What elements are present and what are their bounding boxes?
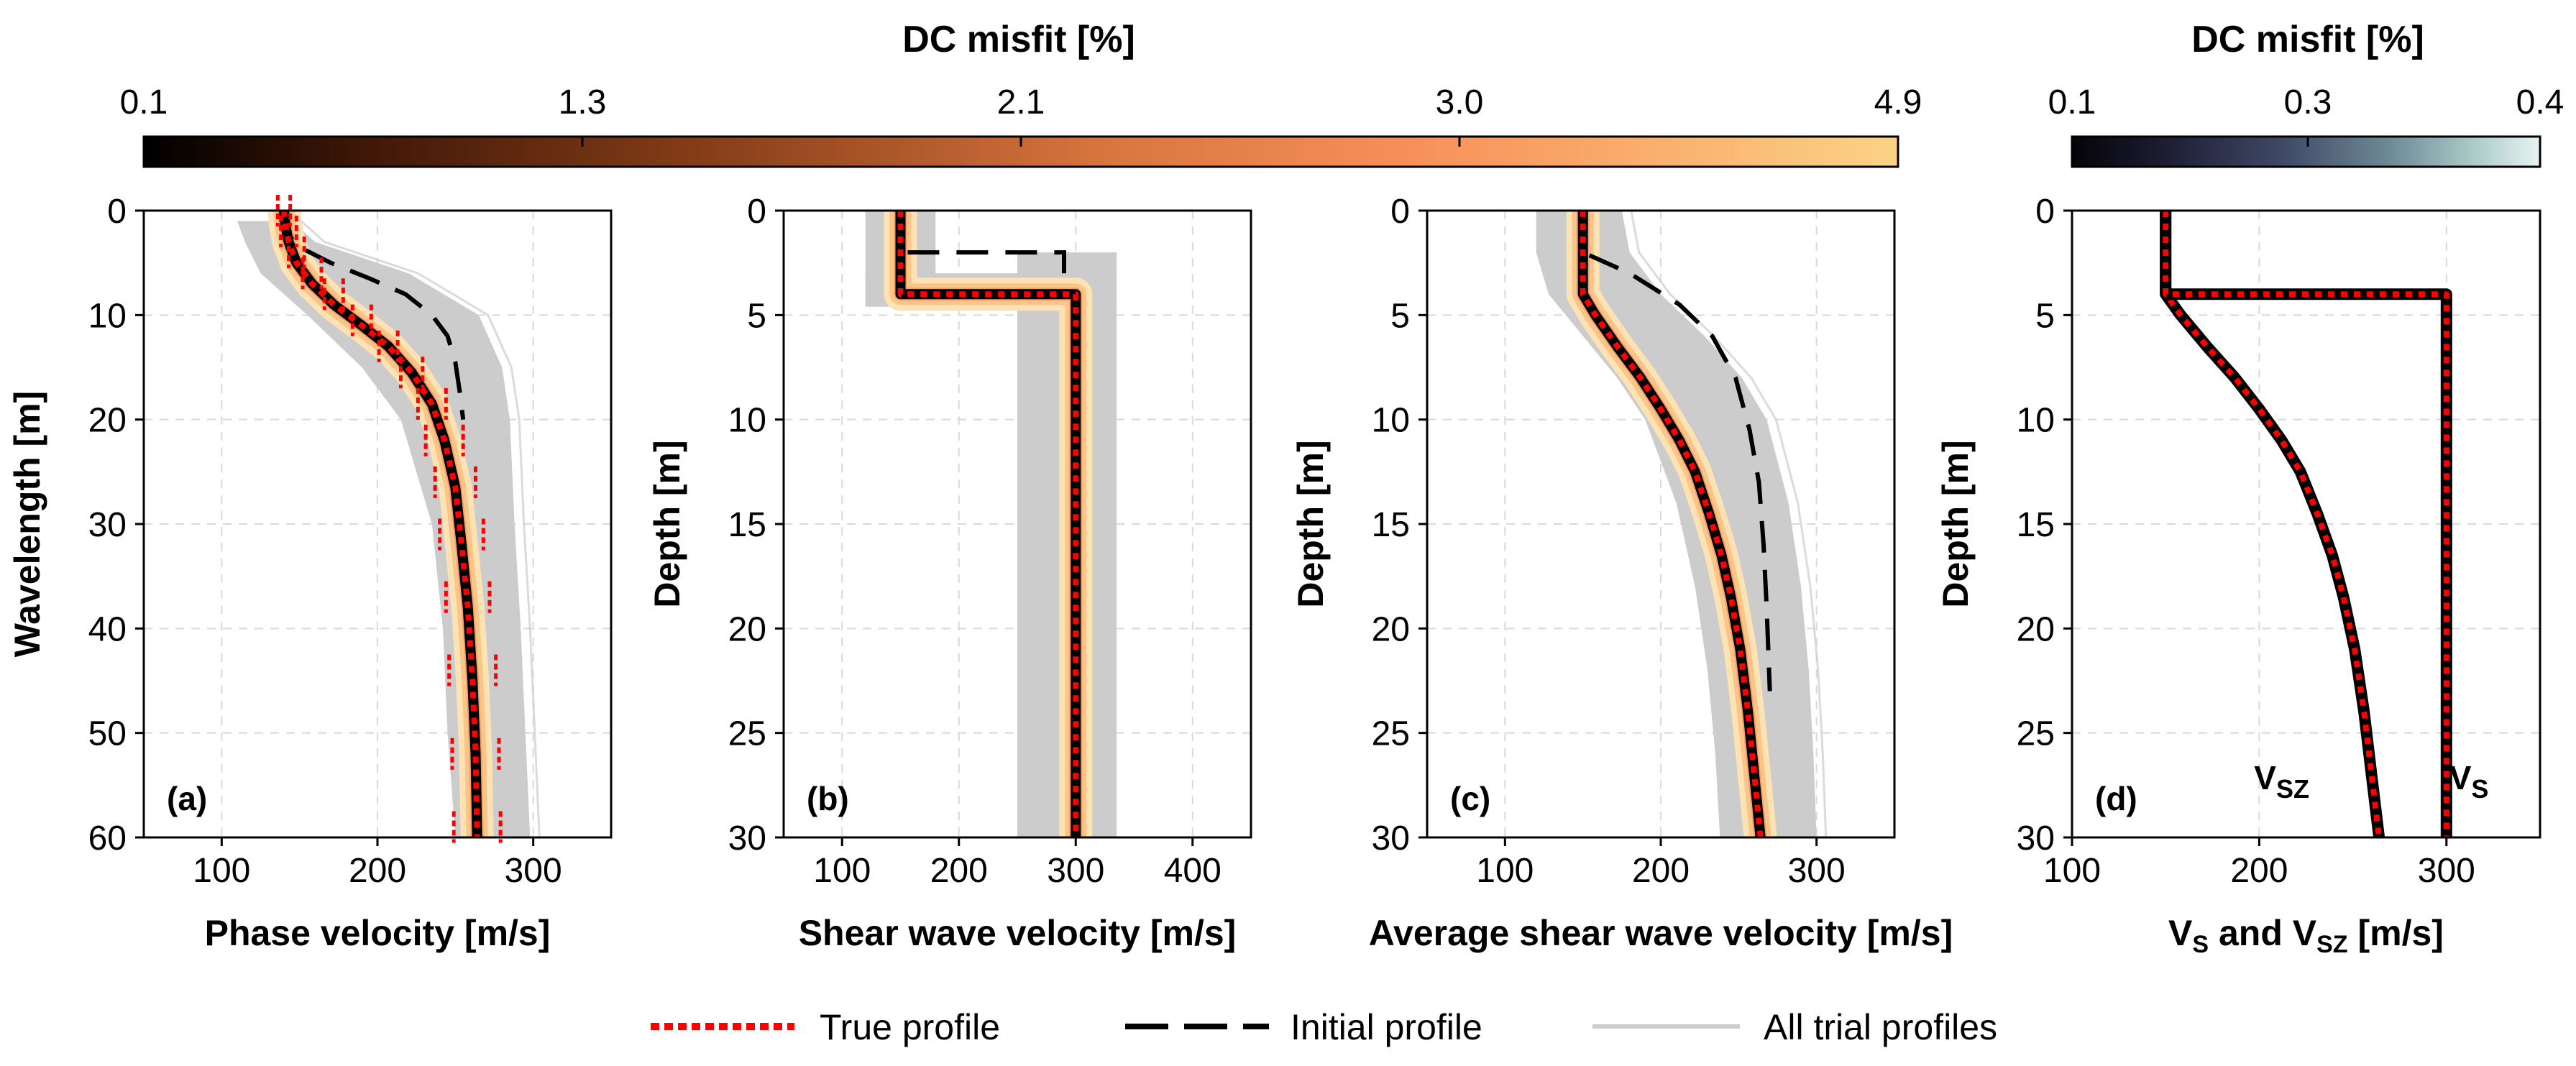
y-tick-label: 25 — [728, 715, 766, 753]
x-tick-label: 100 — [813, 852, 871, 890]
x-axis-label: VS and VSZ [m/s] — [2168, 913, 2444, 958]
curve-annotation: VS — [2449, 759, 2489, 804]
y-tick-label: 20 — [88, 402, 127, 440]
y-tick-label: 5 — [747, 297, 766, 335]
y-tick-label: 30 — [728, 819, 766, 858]
y-tick-label: 0 — [1390, 193, 1410, 231]
y-tick-label: 30 — [88, 506, 127, 544]
colorbar-main-tick: 4.9 — [1874, 83, 1922, 121]
colorbar-right-bar — [2071, 135, 2541, 168]
x-tick-label: 300 — [1047, 852, 1104, 890]
y-tick-label: 60 — [88, 819, 127, 858]
y-axis-label: Wavelength [m] — [7, 391, 47, 657]
x-tick-label: 300 — [2418, 852, 2475, 890]
colorbar-main: DC misfit [%] 0.1 1.3 2.1 3.0 4.9 — [120, 19, 1922, 168]
x-tick-label: 200 — [2230, 852, 2288, 890]
x-tick-label: 200 — [1632, 852, 1690, 890]
initial-profile-line — [282, 210, 466, 421]
y-tick-label: 50 — [88, 715, 127, 753]
x-tick-label: 100 — [2043, 852, 2101, 890]
x-axis-label: Phase velocity [m/s] — [205, 913, 551, 953]
initial-profile-line — [898, 211, 1066, 274]
y-tick-label: 5 — [1390, 297, 1410, 335]
panel-label: (c) — [1450, 780, 1490, 817]
colorbar-main-tick: 1.3 — [559, 83, 607, 121]
true-profile-line — [281, 210, 480, 838]
y-tick-label: 15 — [1372, 506, 1410, 544]
y-tick-label: 30 — [2017, 819, 2055, 858]
legend-trial-label: All trial profiles — [1764, 1007, 1997, 1047]
panel-label: (a) — [167, 780, 207, 817]
panel-a: 100 200 300 0 10 20 30 40 50 60 Phase velocity [m/… — [7, 193, 613, 953]
x-tick-label: 200 — [930, 852, 988, 890]
colorbar-right-title: DC misfit [%] — [2191, 19, 2424, 60]
colorbar-right-tick: 0.1 — [2048, 83, 2096, 121]
panel-b: 100 200 300 400 0 5 10 15 20 25 30 Shear wave veloc… — [647, 193, 1252, 953]
colorbar-right: DC misfit [%] 0.1 0.3 0.4 — [2048, 19, 2564, 168]
vs-true-line — [2163, 211, 2449, 837]
y-axis-label: Depth [m] — [647, 440, 687, 607]
x-axis-label: Shear wave velocity [m/s] — [799, 913, 1237, 953]
y-tick-label: 10 — [2017, 402, 2055, 440]
x-tick-label: 300 — [1788, 852, 1846, 890]
y-tick-label: 5 — [2035, 297, 2055, 335]
panel-d: 100 200 300 0 5 10 15 20 25 30 VS and VSZ [m/s] Dep… — [1935, 193, 2541, 958]
y-tick-label: 20 — [1372, 610, 1410, 648]
panel-label: (d) — [2095, 780, 2137, 817]
trial-profile-outlier — [1630, 210, 1828, 838]
y-tick-label: 25 — [1372, 715, 1410, 753]
colorbar-main-tick: 2.1 — [997, 83, 1045, 121]
colorbar-main-tick: 3.0 — [1436, 83, 1484, 121]
panel-c: 100 200 300 0 5 10 15 20 25 30 Average shear wave … — [1291, 193, 1953, 953]
colorbar-main-title: DC misfit [%] — [902, 19, 1135, 60]
x-axis-label: Average shear wave velocity [m/s] — [1369, 913, 1953, 953]
true-profile-line — [1580, 211, 1764, 838]
initial-profile-line — [1580, 211, 1772, 691]
y-tick-label: 15 — [2017, 506, 2055, 544]
y-axis-label: Depth [m] — [1291, 440, 1331, 607]
colorbar-main-tick: 0.1 — [120, 83, 168, 121]
y-axis-label: Depth [m] — [1935, 440, 1976, 607]
x-tick-label: 100 — [193, 852, 250, 890]
x-tick-label: 400 — [1164, 852, 1221, 890]
x-tick-label: 200 — [349, 852, 406, 890]
curve-annotation: VSZ — [2254, 759, 2309, 804]
y-tick-label: 20 — [2017, 610, 2055, 648]
vsz-true-line — [2163, 211, 2383, 838]
legend-true-label: True profile — [820, 1007, 1000, 1047]
y-tick-label: 0 — [747, 193, 766, 231]
x-tick-label: 300 — [505, 852, 562, 890]
y-tick-label: 15 — [728, 506, 766, 544]
y-tick-label: 40 — [88, 610, 127, 648]
legend: True profile Initial profile All trial p… — [651, 1007, 1997, 1047]
trial-profile-outlier — [300, 220, 541, 838]
y-tick-label: 10 — [88, 297, 127, 335]
y-tick-label: 0 — [107, 193, 127, 231]
y-tick-label: 0 — [2035, 193, 2055, 231]
colorbar-right-tick: 0.3 — [2284, 83, 2332, 121]
true-profile-line — [897, 211, 1079, 837]
y-tick-label: 30 — [1372, 819, 1410, 858]
y-tick-label: 20 — [728, 610, 766, 648]
x-tick-label: 100 — [1476, 852, 1534, 890]
y-tick-label: 10 — [1372, 402, 1410, 440]
y-tick-label: 25 — [2017, 715, 2055, 753]
y-tick-label: 10 — [728, 402, 766, 440]
legend-initial-label: Initial profile — [1291, 1007, 1482, 1047]
panel-label: (b) — [807, 780, 849, 817]
colorbar-right-tick: 0.4 — [2516, 83, 2564, 121]
